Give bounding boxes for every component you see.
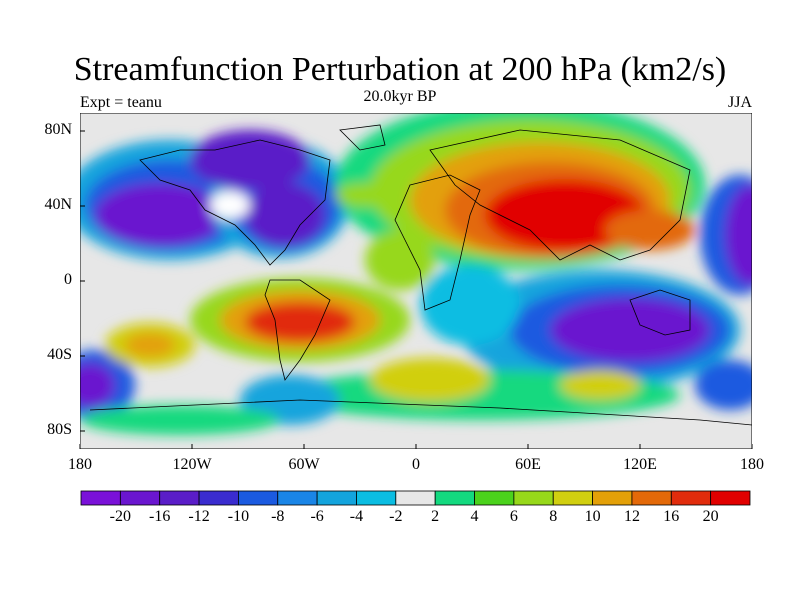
y-tick-label: 80N bbox=[44, 121, 72, 138]
colorbar-tick-label: -10 bbox=[227, 508, 250, 525]
x-tick-label: 120E bbox=[623, 456, 657, 473]
colorbar-tick-label: 6 bbox=[509, 508, 518, 525]
colorbar-tick-label: 10 bbox=[584, 508, 601, 525]
x-tick-label: 60W bbox=[288, 456, 320, 473]
colorbar-tick-label: 16 bbox=[663, 508, 680, 525]
experiment-label: Expt = teanu bbox=[80, 94, 162, 111]
colorbar-tick-label: 20 bbox=[702, 508, 719, 525]
y-tick-label: 40S bbox=[47, 346, 72, 363]
colorbar-swatch bbox=[80, 490, 121, 506]
colorbar-swatch bbox=[316, 490, 357, 506]
colorbar-tick-label: 2 bbox=[431, 508, 440, 525]
anomaly-field bbox=[80, 113, 752, 435]
colorbar-swatch bbox=[238, 490, 279, 506]
colorbar-swatch bbox=[356, 490, 397, 506]
colorbar-swatch bbox=[592, 490, 633, 506]
colorbar-tick-label: -12 bbox=[188, 508, 210, 525]
y-tick-label: 0 bbox=[64, 271, 72, 288]
colorbar-swatch bbox=[670, 490, 712, 506]
x-tick-label: 180 bbox=[740, 456, 764, 473]
y-tick-label: 40N bbox=[44, 196, 72, 213]
colorbar-tick-label: -20 bbox=[109, 508, 131, 525]
coastlines bbox=[89, 124, 752, 426]
x-tick-label: 120W bbox=[172, 456, 212, 473]
colorbar-tick-label: 4 bbox=[470, 508, 479, 525]
colorbar-swatch bbox=[119, 490, 161, 506]
axis-ticks bbox=[79, 130, 753, 449]
colorbar-swatch bbox=[198, 490, 239, 506]
x-tick-label: 0 bbox=[412, 456, 420, 473]
colorbar-swatch bbox=[513, 490, 554, 506]
chart-title: Streamfunction Perturbation at 200 hPa (… bbox=[73, 51, 727, 88]
colorbar-swatch bbox=[434, 490, 475, 506]
colorbar-swatch bbox=[710, 490, 751, 506]
colorbar-swatch bbox=[395, 490, 436, 506]
colorbar-tick-label: -4 bbox=[349, 508, 364, 525]
colorbar-swatch bbox=[552, 490, 593, 506]
colorbar-swatch bbox=[474, 490, 515, 506]
y-tick-label: 80S bbox=[47, 421, 72, 438]
colorbar-swatch bbox=[277, 490, 318, 506]
colorbar-tick-label: -16 bbox=[149, 508, 171, 525]
x-tick-label: 180 bbox=[68, 456, 92, 473]
colorbar-tick-label: -6 bbox=[310, 508, 324, 525]
colorbar-tick-label: -2 bbox=[389, 508, 403, 525]
colorbar-tick-label: 8 bbox=[549, 508, 558, 525]
chart-subtitle: 20.0kyr BP bbox=[363, 88, 437, 105]
season-label: JJA bbox=[727, 94, 752, 111]
colorbar-swatch bbox=[159, 490, 200, 506]
colorbar-swatch bbox=[631, 490, 672, 506]
colorbar-tick-label: -8 bbox=[271, 508, 285, 525]
x-tick-label: 60E bbox=[515, 456, 541, 473]
colorbar-tick-label: 12 bbox=[623, 508, 640, 525]
